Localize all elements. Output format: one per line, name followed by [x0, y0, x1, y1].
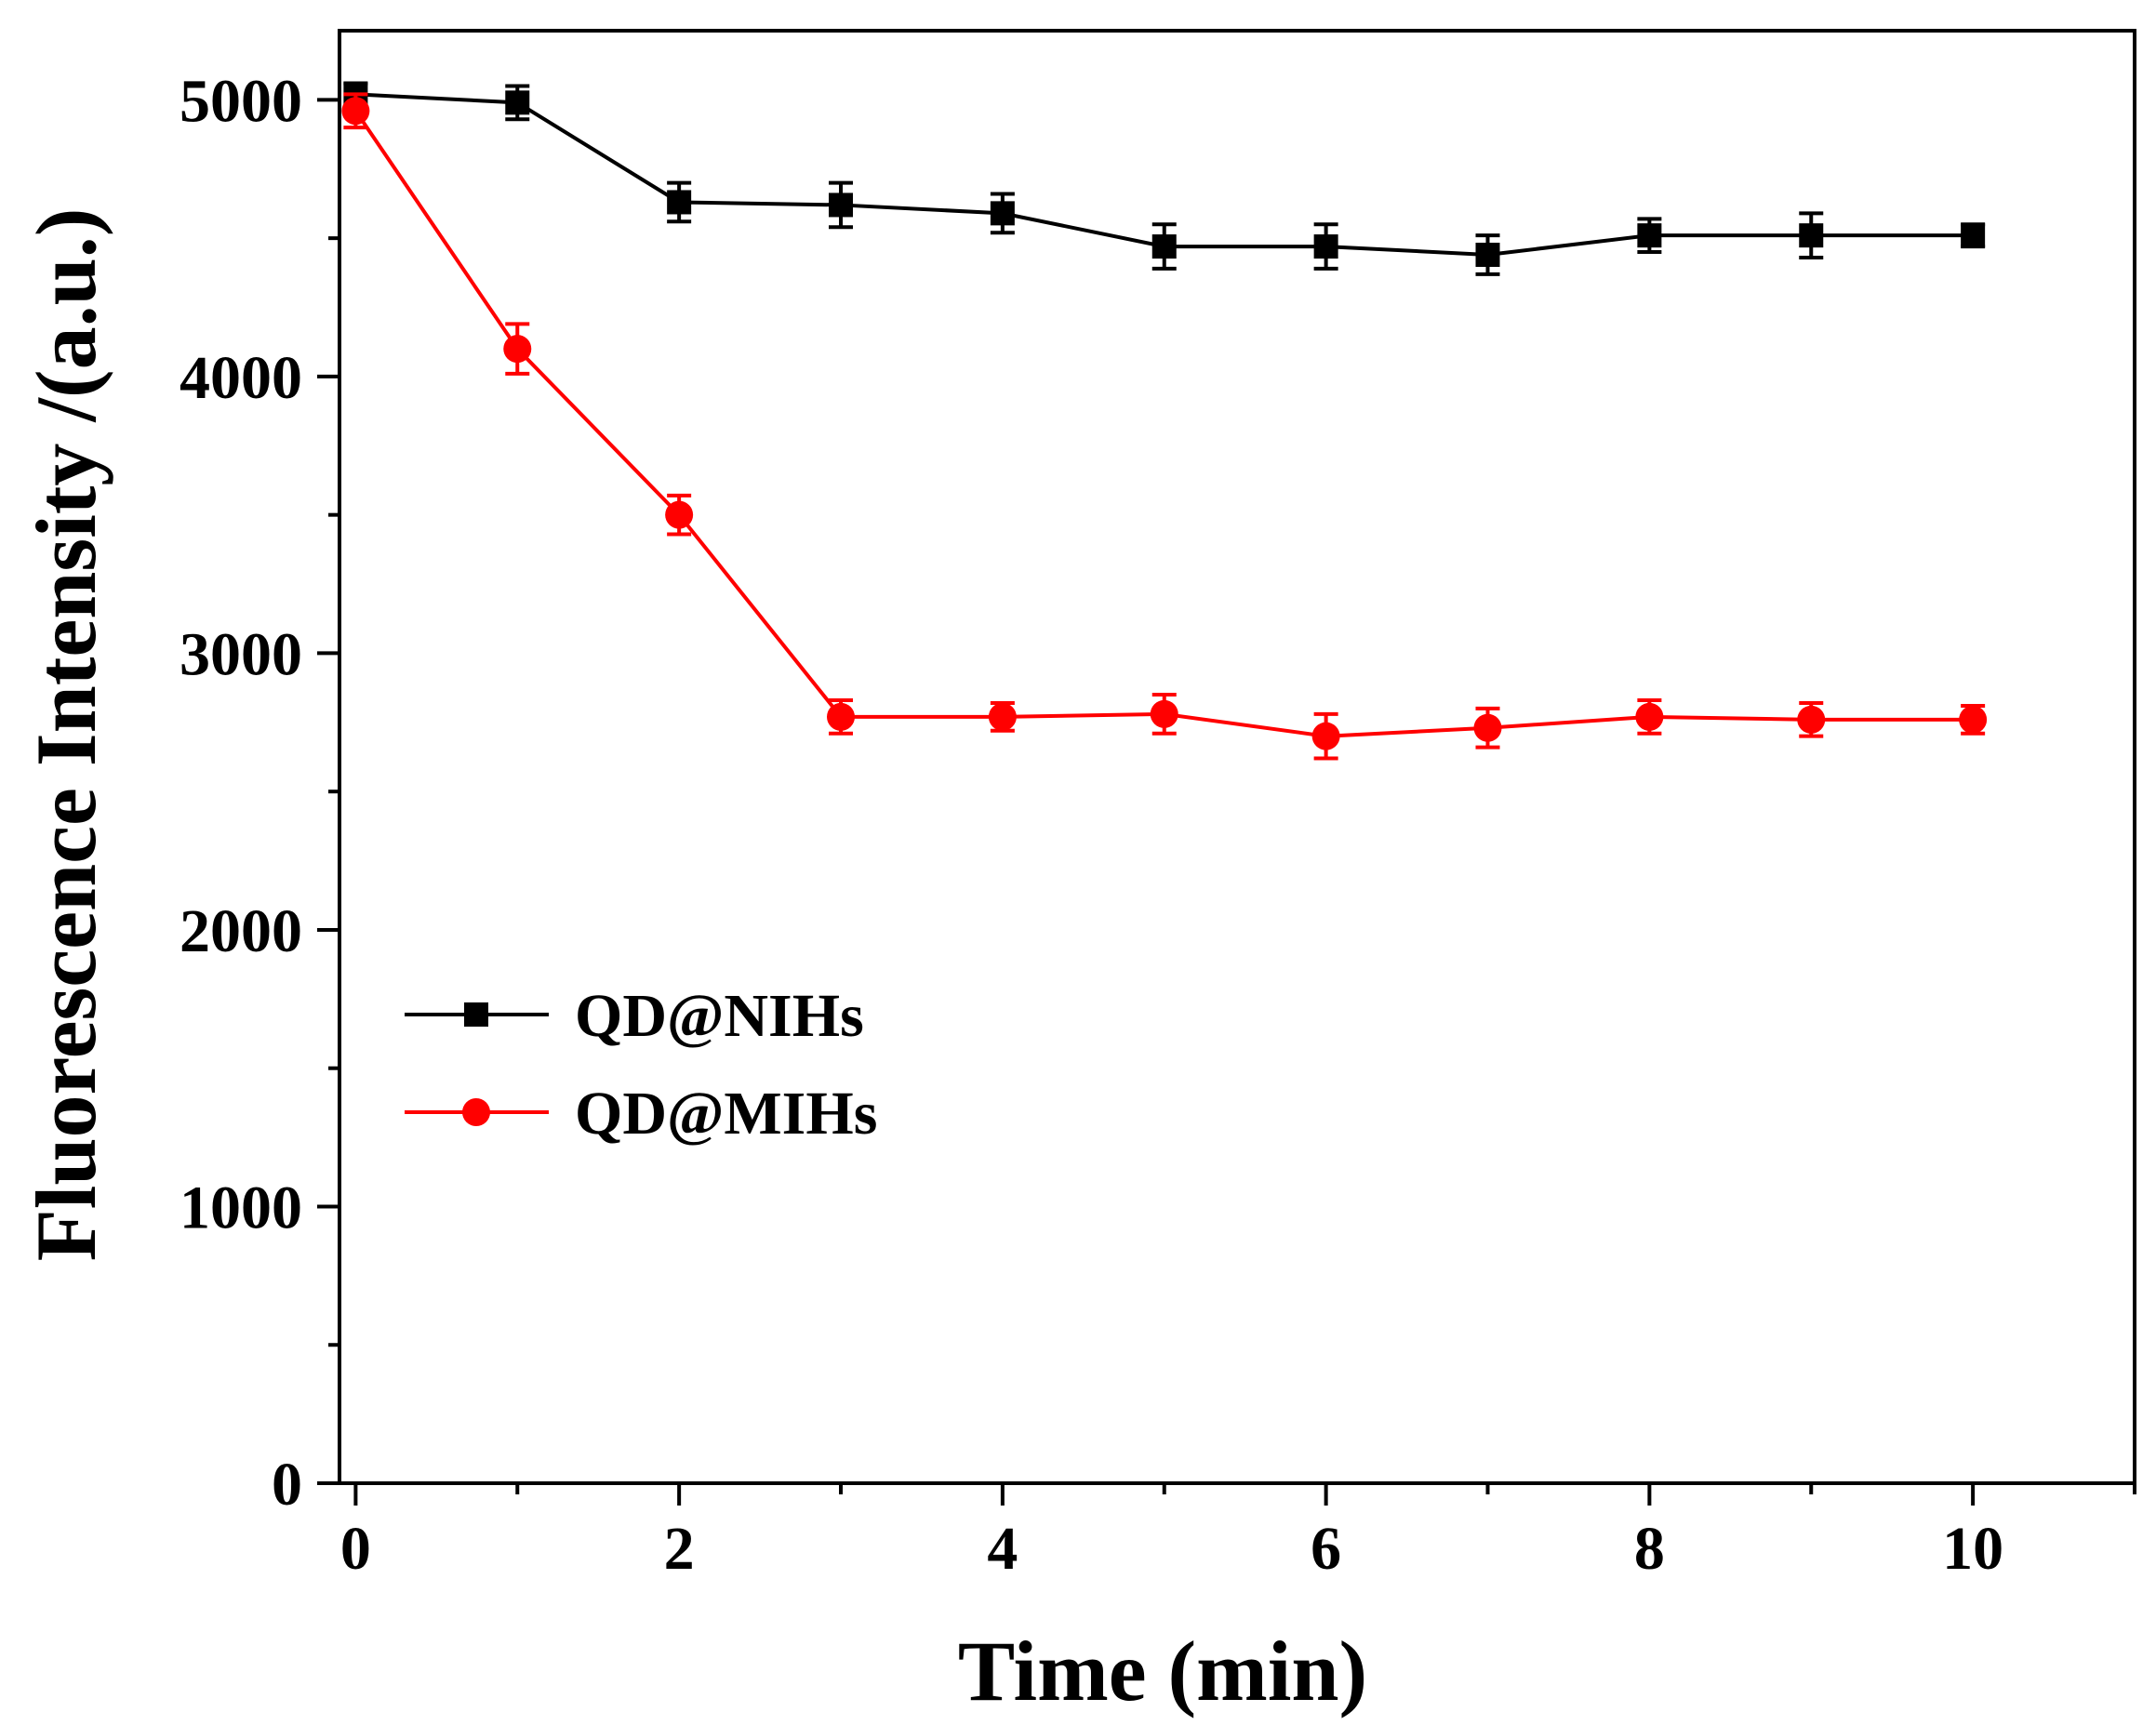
legend-label-qd-nihs: QD@NIHs	[575, 982, 864, 1050]
x-tick-label-4: 4	[987, 1515, 1018, 1583]
y-axis-title: Fluorescence Intensity /(a.u.)	[19, 208, 113, 1262]
legend-label-qd-mihs: QD@MIHs	[575, 1080, 877, 1148]
series-layer	[341, 81, 1988, 761]
y-tick-label-1000: 1000	[180, 1174, 302, 1241]
point-qd-nihs-9	[1799, 223, 1824, 248]
x-axis: 0 2 4 6 8 10	[340, 1483, 2136, 1583]
point-qd-mihs-5	[1150, 699, 1178, 728]
point-qd-mihs-3	[827, 702, 856, 731]
legend-marker-qd-mihs	[462, 1098, 490, 1126]
x-tick-label-0: 0	[340, 1515, 371, 1583]
point-qd-mihs-8	[1635, 702, 1664, 731]
x-tick-label-10: 10	[1942, 1515, 2003, 1583]
y-axis: 0 1000 2000 3000 4000 5000	[180, 67, 339, 1519]
y-tick-label-3000: 3000	[180, 620, 302, 688]
point-qd-mihs-4	[988, 702, 1017, 731]
series-qd-mihs	[341, 92, 1988, 761]
x-axis-title: Time (min)	[958, 1624, 1367, 1718]
y-tick-label-4000: 4000	[180, 344, 302, 412]
point-qd-mihs-0	[341, 97, 370, 126]
point-qd-mihs-1	[503, 335, 532, 364]
x-tick-label-6: 6	[1311, 1515, 1341, 1583]
point-qd-nihs-4	[990, 201, 1015, 226]
series-line-qd-mihs	[353, 110, 1974, 738]
point-qd-nihs-6	[1313, 234, 1338, 259]
x-tick-label-8: 8	[1634, 1515, 1665, 1583]
point-qd-nihs-7	[1475, 242, 1500, 267]
y-tick-label-5000: 5000	[180, 67, 302, 135]
point-qd-nihs-2	[667, 190, 692, 215]
point-qd-nihs-10	[1961, 223, 1986, 248]
legend-marker-qd-nihs	[464, 1002, 488, 1027]
y-tick-label-0: 0	[272, 1451, 302, 1519]
point-qd-mihs-9	[1797, 705, 1826, 734]
point-qd-nihs-5	[1151, 234, 1177, 259]
point-qd-nihs-3	[829, 192, 854, 218]
point-qd-nihs-1	[505, 90, 530, 115]
x-tick-label-2: 2	[664, 1515, 695, 1583]
point-qd-mihs-6	[1311, 722, 1340, 750]
point-qd-mihs-2	[665, 500, 694, 529]
legend: QD@NIHs QD@MIHs	[405, 982, 877, 1148]
point-qd-nihs-8	[1637, 223, 1662, 248]
series-qd-nihs	[343, 81, 1986, 276]
point-qd-mihs-7	[1473, 713, 1502, 742]
point-qd-mihs-10	[1959, 705, 1988, 734]
plot-frame	[338, 29, 2136, 1485]
y-tick-label-2000: 2000	[180, 897, 302, 965]
